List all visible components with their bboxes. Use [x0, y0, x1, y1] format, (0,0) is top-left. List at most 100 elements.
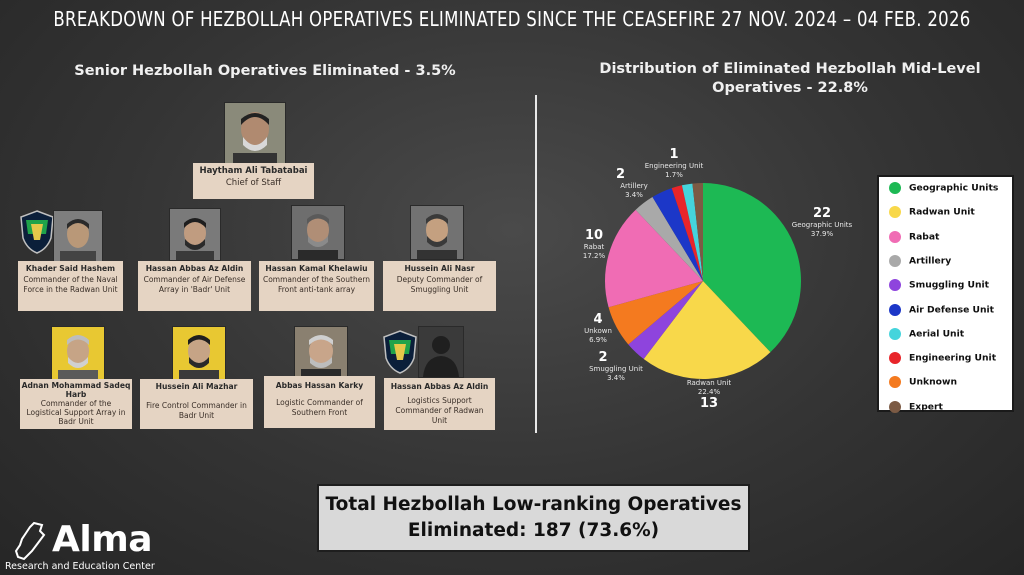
legend-item: Expert: [889, 400, 943, 413]
person-name: Hassan Abbas Az Aldin: [390, 382, 489, 391]
slice-count: 22: [812, 206, 832, 221]
legend-label: Expert: [909, 401, 943, 413]
pie-label-geographic: 22 Geographic Units 37.9%: [780, 207, 864, 239]
person-info: Hassan Kamal Khelawiu Commander of the S…: [259, 261, 374, 311]
person-name: Haytham Ali Tabatabai: [199, 166, 308, 176]
slice-count: 13: [699, 396, 719, 411]
legend-label: Aerial Unit: [909, 328, 965, 340]
pie-label-radwan: Radwan Unit 22.4% 13: [670, 379, 748, 411]
person-role: Commander of Air Defense Array in 'Badr'…: [143, 275, 246, 294]
unit-emblem-icon: [20, 210, 54, 254]
person-role: Logistic Commander of Southern Front: [276, 398, 363, 417]
pie-label-engineering: 1 Engineering Unit 1.7%: [636, 148, 712, 180]
legend-swatch: [889, 206, 901, 219]
person-role: Commander of the Logistical Support Arra…: [26, 399, 126, 426]
legend-item: Geographic Units: [889, 182, 998, 194]
pie-slice-air-defense-unit: [652, 188, 703, 281]
pie-label-rabat: 10 Rabat 17.2%: [572, 229, 616, 261]
slice-name: Engineering Unit: [644, 162, 704, 170]
legend-item: Rabat: [889, 230, 940, 243]
legend-label: Rabat: [909, 231, 940, 243]
silhouette-icon: [418, 326, 464, 378]
slice-percent: 3.4%: [607, 374, 625, 382]
legend-swatch: [889, 400, 901, 413]
legend-swatch: [889, 327, 901, 340]
legend-swatch: [889, 303, 901, 316]
legend-item: Smuggling Unit: [889, 279, 990, 292]
person-info: Hussein Ali Mazhar Fire Control Commande…: [140, 379, 253, 429]
total-line-1: Total Hezbollah Low-ranking Operatives: [325, 494, 742, 515]
legend-swatch: [889, 352, 901, 365]
pie-slice-engineering-unit: [671, 185, 703, 281]
person-info: Abbas Hassan Karky Logistic Commander of…: [264, 376, 375, 428]
legend-label: Air Defense Unit: [909, 304, 995, 315]
total-low-ranking-box: Total Hezbollah Low-ranking Operatives E…: [317, 484, 750, 552]
pie-slice-rabat: [605, 209, 703, 308]
slice-name: Geographic Units: [791, 221, 853, 229]
slice-percent: 1.7%: [665, 171, 683, 179]
person-name: Hassan Abbas Az Aldin: [145, 264, 244, 273]
pie-slice-artillery: [635, 197, 703, 281]
pie-legend: Geographic Units Radwan Unit Rabat Artiller…: [877, 175, 1014, 413]
pie-slice-expert: [692, 183, 703, 281]
person-info: Khader Said Hashem Commander of the Nava…: [18, 261, 123, 311]
person-name: Hussein Ali Mazhar: [155, 382, 238, 391]
legend-swatch: [889, 279, 901, 292]
slice-name: Radwan Unit: [686, 379, 732, 387]
legend-swatch: [889, 230, 901, 243]
legend-label: Engineering Unit: [909, 352, 997, 364]
person-info: Haytham Ali Tabatabai Chief of Staff: [193, 163, 314, 199]
slice-name: Rabat: [583, 243, 605, 251]
pie-slice-aerial-unit: [681, 183, 703, 281]
legend-item: Aerial Unit: [889, 327, 965, 340]
legend-label: Unknown: [909, 376, 957, 388]
person-role: Commander of the Naval Force in the Radw…: [23, 275, 118, 294]
person-role: Chief of Staff: [225, 178, 282, 188]
legend-item: Unknown: [889, 376, 957, 389]
person-role: Deputy Commander of Smuggling Unit: [396, 275, 483, 294]
logo-subtitle: Research and Education Center: [5, 561, 155, 572]
legend-label: Geographic Units: [909, 182, 999, 194]
slice-count: 2: [598, 350, 608, 365]
mid-level-heading: Distribution of Eliminated Hezbollah Mid…: [599, 61, 981, 96]
portrait-photo: [53, 210, 103, 262]
person-name: Adnan Mohammad Sadeq Harb: [21, 381, 131, 399]
legend-item: Air Defense Unit: [889, 303, 995, 316]
person-name: Khader Said Hashem: [25, 264, 116, 273]
senior-heading: Senior Hezbollah Operatives Eliminated -…: [74, 63, 456, 79]
slice-percent: 37.9%: [810, 230, 834, 238]
unit-emblem-icon: [383, 330, 417, 374]
legend-label: Radwan Unit: [909, 206, 975, 218]
person-name: Hassan Kamal Khelawiu: [265, 264, 368, 273]
person-info: Hassan Abbas Az Aldin Logistics Support …: [384, 378, 495, 430]
person-role: Commander of the Southern Front anti-tan…: [262, 275, 371, 294]
pie-label-unknown: 4 Unkown 6.9%: [570, 313, 626, 345]
slice-percent: 6.9%: [589, 336, 607, 344]
legend-label: Smuggling Unit: [909, 279, 990, 291]
person-role: Logistics Support Commander of Radwan Un…: [395, 396, 484, 425]
pie-label-smuggling: 2 Smuggling Unit 3.4%: [580, 351, 652, 383]
person-name: Abbas Hassan Karky: [275, 381, 364, 390]
portrait-photo: [291, 205, 345, 260]
main-title: BREAKDOWN OF HEZBOLLAH OPERATIVES ELIMIN…: [53, 7, 971, 31]
portrait-photo: [224, 102, 286, 164]
slice-count: 10: [584, 228, 604, 243]
portrait-photo: [169, 208, 221, 261]
slice-name: Unkown: [584, 327, 612, 335]
slice-percent: 3.4%: [625, 191, 643, 199]
person-info: Adnan Mohammad Sadeq Harb Commander of t…: [20, 379, 132, 429]
portrait-photo: [51, 326, 105, 380]
legend-item: Engineering Unit: [889, 352, 997, 365]
portrait-photo: [410, 205, 464, 260]
person-info: Hassan Abbas Az Aldin Commander of Air D…: [138, 261, 251, 311]
pie-slice-smuggling-unit: [628, 281, 703, 360]
person-name: Hussein Ali Nasr: [404, 264, 475, 273]
portrait-photo: [294, 326, 348, 378]
total-line-2: Eliminated: 187 (73.6%): [407, 520, 660, 541]
section-divider: [535, 95, 537, 433]
slice-count: 4: [593, 312, 603, 327]
person-info: Hussein Ali Nasr Deputy Commander of Smu…: [383, 261, 496, 311]
legend-item: Artillery: [889, 254, 951, 267]
pie-label-artillery: 2 Artillery 3.4%: [612, 168, 656, 200]
legend-swatch: [889, 376, 901, 389]
